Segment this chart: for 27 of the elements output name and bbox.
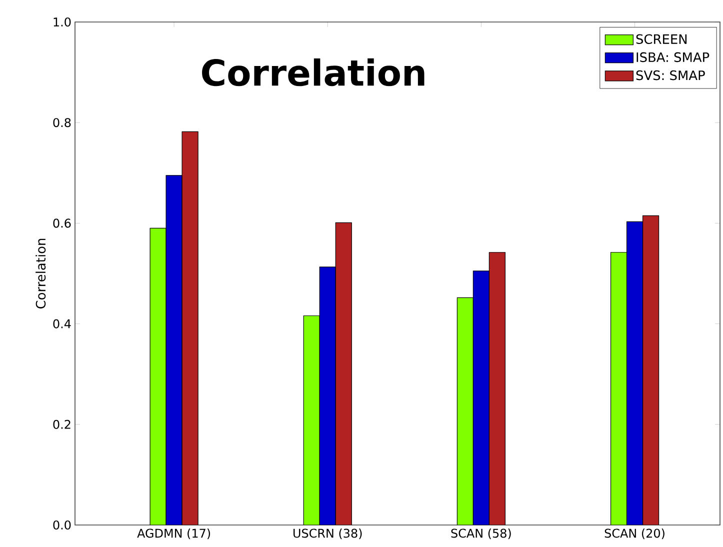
bar [488,252,506,525]
text: Correlation [202,58,424,86]
bar [642,215,660,525]
y-tick-label: 0.0 [53,520,71,530]
x-tick-label: SCAN (20) [604,528,664,540]
bar [335,222,352,525]
bar [182,131,198,525]
bar [303,315,320,525]
bar [472,270,490,525]
y-tick-label: 1.0 [54,17,71,27]
y-tick-label: 0.8 [53,118,71,128]
y-tick-label: 0.4 [53,319,71,328]
y-tick-label: 0.2 [53,420,70,429]
bar [166,175,182,525]
x-tick-label: SCAN (58) [451,528,511,540]
bar [150,228,166,525]
y-axis-title: Correlation [36,238,46,308]
bar [456,297,474,525]
bar [610,252,628,525]
legend-label: SVS: SMAP [636,70,705,80]
bar [319,266,336,525]
x-tick-label: AGDMN (17) [137,528,210,540]
x-tick-label: USCRN (38) [294,528,362,540]
legend-label: SCREEN [636,34,687,44]
legend-label: ISBA: SMAP [636,52,710,62]
bar [626,221,644,525]
y-tick-label: 0.6 [53,218,71,228]
